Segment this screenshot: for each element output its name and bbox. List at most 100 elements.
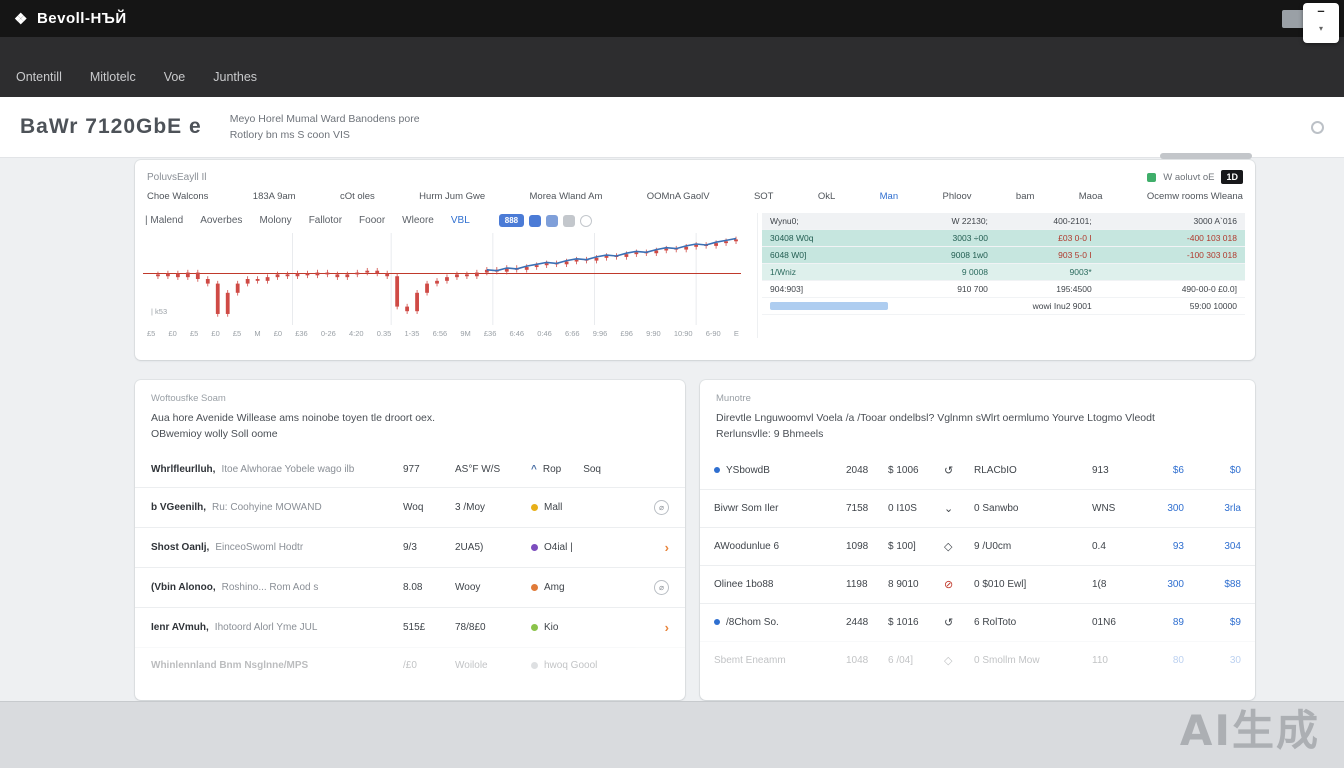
table-row[interactable]: b VGeenilh, Ru: Coohyine MOWAND Woq 3 /Moy M… [135,486,685,527]
row-status-icon[interactable]: ↺ [944,464,954,477]
chart-toolbar-settings-button[interactable] [563,214,576,227]
row-status-icon[interactable]: ↺ [944,616,954,629]
chart-filter[interactable]: bam [1015,191,1035,202]
chart-filter[interactable]: OkL [817,191,836,202]
quote-table-row[interactable]: Wynu0; W 22130; 400-2101; 3000 A`016 [762,213,1245,230]
link-icon[interactable]: ⌀ [654,499,669,515]
table-row[interactable]: Bivwr Som Iler 7158 0 I10S ⌄ 0 Sanwbo WNS 300 3… [700,488,1255,527]
chart-filter[interactable]: Ocemw rooms Wleana [1146,191,1243,202]
row-link-1[interactable]: 80 [1172,654,1184,666]
row-status-icon[interactable]: ◇ [944,654,953,667]
page-subtitle: Meyo Horel Mumal Ward Banodens pore Rotl… [230,111,420,144]
table-row[interactable]: Shost Oanlj, EinceoSwoml Hodtr 9/3 2UA5) O4i… [135,526,685,567]
chevron-right-icon[interactable]: › [664,619,669,635]
nav-item[interactable]: Mitlotelc [89,70,136,84]
table-row[interactable]: Olinee 1bo88 1198 8 9010 ⊘ 0 $010 Ewl] 1(8 300… [700,564,1255,603]
watchlist-desc-line2: OBwemioy wolly Soll oome [151,427,278,440]
quote-table-row[interactable]: 1/Wniz 9 0008 9003* [762,264,1245,281]
row-link-2[interactable]: $88 [1224,578,1241,590]
nav-item[interactable]: Junthes [213,70,258,84]
row-link-1[interactable]: 89 [1172,616,1184,628]
chart-range-tab[interactable]: VBL [450,215,470,226]
table-row[interactable]: AWoodunlue 6 1098 $ 100] ◇ 9 /U0cm 0.4 93 304 [700,526,1255,565]
chart-toolbar: 888 [498,214,593,227]
row-status-icon[interactable]: ⊘ [944,578,954,591]
chart-range-tab[interactable]: Fooor [359,215,386,226]
chart-filter[interactable]: Phloov [942,191,972,202]
quote-table-row[interactable]: wowi Inu2 9001 59:00 10000 [762,298,1245,315]
nav-item[interactable]: Voe [163,70,186,84]
row-link-2[interactable]: 304 [1224,540,1241,552]
quote-table-row[interactable]: 904:903] 910 700 195:4500 490-00-0 £0.0] [762,281,1245,298]
row-link-2[interactable]: 30 [1229,654,1241,666]
quote-table-cell [895,301,988,311]
quote-side-table: Wynu0; W 22130; 400-2101; 3000 A`016 30408 W… [757,213,1245,338]
nav-item[interactable]: Ontentill [16,70,62,84]
row-secondary-name: 0 $010 Ewl] [974,578,1027,590]
row-status-icon[interactable]: ◇ [944,540,953,553]
chart-filter[interactable]: Man [879,191,899,202]
x-axis-label: 9M [460,329,471,338]
chart-filter[interactable]: cOt oles [339,191,375,202]
horizontal-scrollbar[interactable] [1160,153,1252,159]
row-secondary-name: 6 RolToto [974,616,1017,628]
row-link-1[interactable]: 300 [1167,502,1184,514]
quote-table-row[interactable]: 30408 W0q 3003 ÷00 £03 0-0 I -400 103 018 [762,230,1245,247]
row-link-1[interactable]: 300 [1167,578,1184,590]
x-axis-label: 6-90 [705,329,721,338]
timeframe-badge[interactable]: 1D [1221,170,1243,184]
chart-range-tab[interactable]: Molony [259,215,292,226]
chart-range-tab[interactable]: Wleore [402,215,434,226]
chart-filter[interactable]: Maoa [1078,191,1103,202]
table-row[interactable]: Ienr AVmuh, Ihotoord Alorl Yme JUL 515£ 78/… [135,606,685,647]
chart-legend: W aoluvt oE 1D [1147,170,1243,184]
x-axis-label: £5 [147,329,156,338]
table-row[interactable]: Sbemt Eneamm 1048 6 /04] ◇ 0 Smollm Mow 110 80… [700,640,1255,679]
chart-filter[interactable]: Hurm Jum Gwe [419,191,486,202]
window-menu-button[interactable]: – ▾ [1303,3,1339,43]
monitor-desc-line2: Rerlunsvlle: 9 Bhmeels [716,427,824,440]
row-value-2: 78/8£0 [455,621,486,633]
row-value-1: 515£ [403,621,426,633]
topbar-gray-button[interactable] [1282,9,1309,28]
table-row[interactable]: Whrlfleurlluh, Itoe Alwhorae Yobele wago … [135,452,685,487]
row-value-2: $ 100] [888,540,916,552]
table-row[interactable]: YSbowdB 2048 $ 1006 ↺ RLACbIO 913 $6 $0 [700,452,1255,489]
chart-filter[interactable]: SOT [753,191,774,202]
status-label: Kio [544,621,559,633]
chart-filter[interactable]: Morea Wland Am [529,191,603,202]
row-link-2[interactable]: $0 [1229,464,1241,476]
chart-range-tab[interactable]: Aoverbes [200,215,243,226]
table-row[interactable]: Whinlennland Bnm Nsglnne/MPS /£0 Woilole hw… [135,646,685,683]
status-dot-icon [531,503,538,511]
x-axis-label: £0 [168,329,177,338]
quote-table-cell [770,301,895,311]
x-axis-label: 9:96 [592,329,608,338]
chart-filter[interactable]: OOMnA GaolV [646,191,710,202]
row-status-icon[interactable]: ⌄ [944,502,954,515]
row-value-1: 2448 [846,616,869,628]
row-link-1[interactable]: $6 [1172,464,1184,476]
table-row[interactable]: (Vbin Alonoo, Roshino... Rom Aod s 8.08 Woo… [135,566,685,607]
quote-table-row[interactable]: 6048 W0] 9008 1w0 903 5-0 I -100 303 018 [762,247,1245,264]
row-name: (Vbin Alonoo, Roshino... Rom Aod s [151,581,319,593]
chart-toolbar-layers-button[interactable] [546,214,559,227]
chart-range-tab[interactable]: Fallotor [308,215,343,226]
link-icon[interactable]: ⌀ [654,579,669,595]
row-name: Sbemt Eneamm [714,654,786,666]
chart-toolbar-grid-button[interactable] [529,214,542,227]
row-link-2[interactable]: $9 [1229,616,1241,628]
chart-range-tab[interactable]: | Malend [145,215,184,226]
chart-filter[interactable]: 183A 9am [252,191,296,202]
status-ring-icon[interactable] [1311,120,1324,134]
row-link-2[interactable]: 3rla [1224,502,1241,514]
table-row[interactable]: /8Chom So. 2448 $ 1016 ↺ 6 RolToto 01N6 89 $9 [700,602,1255,641]
chevron-right-icon[interactable]: › [664,539,669,555]
chart-filter[interactable]: Choe Walcons [147,191,209,202]
quote-table-cell: Wynu0; [770,216,799,226]
watchlist-panel-title: Woftousfke Soam [151,393,226,404]
row-link-1[interactable]: 93 [1172,540,1184,552]
chart-toolbar-pill-button[interactable]: 888 [498,214,525,227]
brand[interactable]: ❖ Bevoll-НЪЙ [14,10,127,28]
chart-toolbar-circle-button[interactable] [580,214,593,227]
